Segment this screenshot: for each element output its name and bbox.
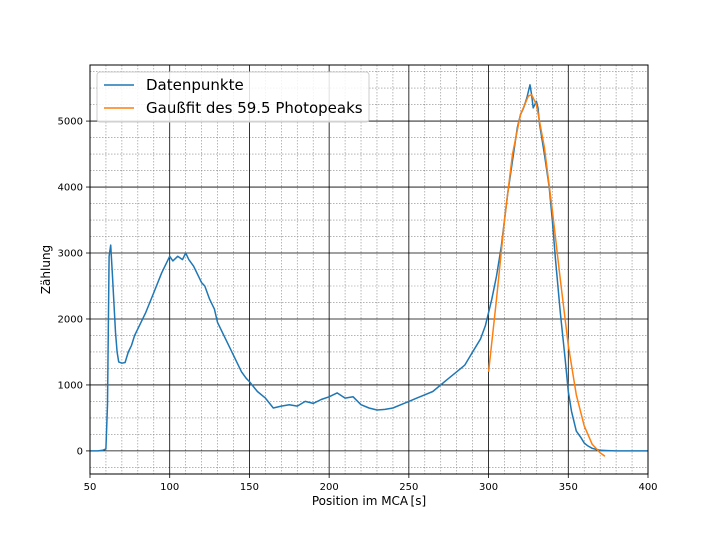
- legend-entry: Datenpunkte: [146, 76, 244, 94]
- ticks-layer: 50 100 150 200 250 300 350 40001000200030004000…: [58, 117, 658, 493]
- y-axis-label: Zählung: [39, 245, 53, 294]
- y-tick-label: 4000: [58, 183, 83, 194]
- minor-grid: [90, 65, 648, 474]
- y-tick-label: 5000: [58, 117, 83, 128]
- x-tick-label: 150: [240, 482, 259, 493]
- x-tick-label: 400: [638, 482, 657, 493]
- x-tick-label: 50: [84, 482, 97, 493]
- x-tick-label: 100: [160, 482, 179, 493]
- y-tick-label: 2000: [58, 314, 83, 325]
- x-tick-label: 200: [320, 482, 339, 493]
- y-tick-label: 3000: [58, 249, 83, 260]
- series-line-2: [487, 93, 606, 457]
- legend-entry: Gaußfit des 59.5 Photopeaks: [146, 99, 363, 117]
- series-line-1: [90, 84, 648, 452]
- x-tick-label: 250: [399, 482, 418, 493]
- x-axis-label: Position im MCA [s]: [312, 494, 426, 508]
- legend: Datenpunkte Gaußfit des 59.5 Photopeaks: [96, 71, 370, 123]
- y-tick-label: 1000: [58, 380, 83, 391]
- series-layer: [90, 84, 648, 457]
- y-tick-label: 0: [77, 446, 83, 457]
- plot-frame: [89, 64, 649, 475]
- legend-box: [96, 71, 370, 123]
- x-tick-label: 300: [479, 482, 498, 493]
- x-tick-label: 350: [559, 482, 578, 493]
